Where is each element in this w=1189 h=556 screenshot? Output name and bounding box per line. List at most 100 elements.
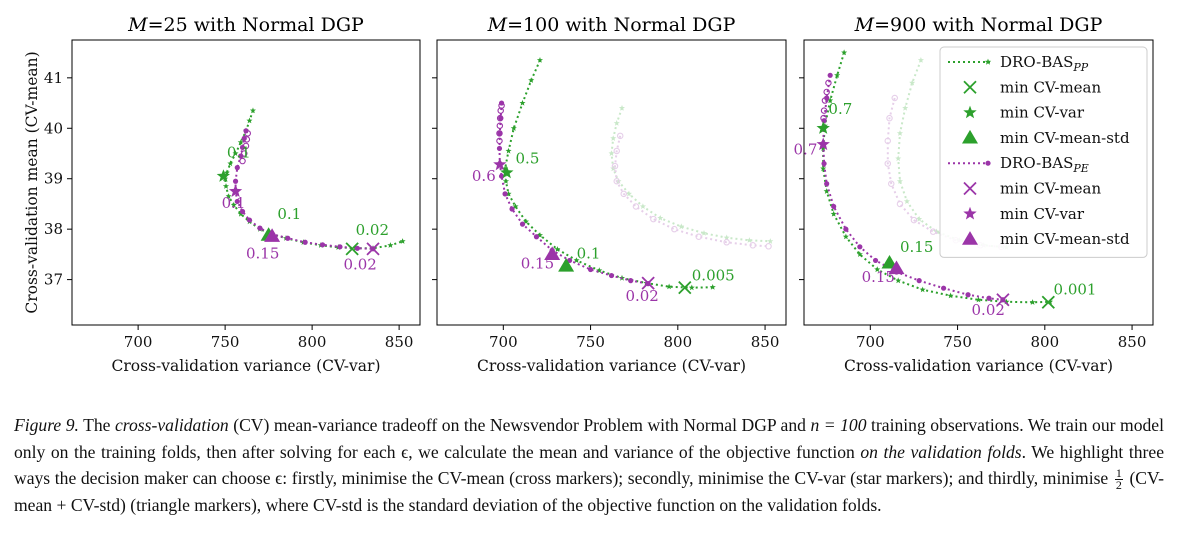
epsilon-label: 0.15: [521, 255, 554, 273]
series-point: [285, 235, 291, 241]
y-tick-label: 37: [44, 271, 63, 289]
legend-label-text: min CV-var: [1000, 205, 1085, 223]
series-point: [536, 57, 543, 63]
legend-label: min CV-mean: [1000, 180, 1101, 198]
series-point: [821, 122, 828, 129]
series-point: [502, 178, 509, 184]
series-point: [820, 145, 827, 151]
epsilon-label: 0.15: [900, 238, 933, 256]
caption-text: (CV) mean-variance tradeoff on the Newsv…: [228, 415, 811, 435]
series-point: [239, 157, 246, 165]
legend-label: min CV-mean-std: [1000, 129, 1130, 147]
series-point: [891, 94, 898, 102]
y-tick-label: 38: [44, 220, 63, 238]
series-point: [225, 193, 232, 199]
legend-label: min CV-mean: [1000, 78, 1101, 96]
caption-text: (CV-mean + CV-std) (triangle markers), w…: [14, 468, 1164, 515]
legend-entry: DRO-BASPE: [948, 154, 1089, 175]
series-point: [666, 283, 673, 290]
series-point: [678, 223, 685, 230]
legend-marker: [963, 181, 977, 196]
y-tick-label: 41: [44, 69, 63, 87]
series-point: [573, 257, 580, 263]
series-point: [615, 178, 622, 184]
highlight-x-pp: [678, 281, 692, 295]
series-line: [897, 59, 1007, 249]
series-point: [965, 292, 971, 298]
legend-label-text: min CV-mean-std: [1000, 129, 1130, 147]
series-point: [625, 190, 632, 197]
series-point: [857, 244, 863, 250]
series-point: [354, 245, 360, 251]
series-point: [872, 257, 879, 264]
series-point: [830, 210, 837, 217]
series-point: [902, 104, 909, 111]
panel-title: M=25 with Normal DGP: [127, 14, 364, 36]
series-point: [237, 210, 244, 217]
series-point: [302, 239, 308, 245]
legend-entry: DRO-BASPP: [948, 53, 1089, 74]
series-point: [820, 165, 827, 172]
y-axis-label: Cross-validation mean (CV-mean): [23, 51, 41, 313]
legend-entry: min CV-mean-std: [962, 230, 1130, 248]
series-point: [827, 97, 834, 104]
fraction-numerator: 1: [1114, 466, 1123, 481]
legend-marker: [984, 58, 992, 65]
legend: DRO-BASPP min CV-mean min CV-var min CV-mea…: [939, 46, 1148, 258]
series-dro-bas-pe: [232, 128, 376, 252]
epsilon-label: 0.1: [577, 244, 601, 262]
series-point: [222, 183, 229, 189]
series-point: [941, 285, 947, 291]
series-point: [241, 150, 248, 157]
series-dro-bas-pp-faded: [608, 104, 774, 244]
series-point: [399, 238, 406, 244]
series-point: [496, 122, 504, 130]
series-point: [657, 214, 664, 221]
highlight-x-pp: [1041, 295, 1055, 309]
series-point: [232, 178, 239, 184]
legend-label-text: min CV-var: [1000, 104, 1085, 122]
highlight-star-pp: [816, 121, 830, 134]
series-point: [246, 117, 253, 124]
epsilon-label: 0.02: [972, 301, 1005, 319]
series-point: [387, 242, 394, 248]
series-point: [820, 107, 828, 114]
series-point: [909, 79, 916, 86]
series-point: [319, 242, 326, 248]
x-tick-label: 750: [211, 333, 240, 351]
series-point: [896, 200, 904, 208]
x-tick-label: 750: [576, 333, 605, 351]
x-tick-label: 850: [1118, 333, 1147, 351]
series-point: [337, 244, 343, 250]
series-point: [886, 114, 893, 122]
highlight-triangle-pe: [544, 246, 561, 260]
highlight-triangle-pp: [881, 254, 898, 269]
series-point: [929, 228, 937, 235]
x-tick-label: 800: [663, 333, 692, 351]
series-point: [834, 72, 841, 78]
series-point: [249, 107, 256, 114]
series-point: [874, 266, 881, 273]
y-tick-label: 39: [44, 170, 63, 188]
series-dro-bas-pe-arc: [820, 79, 832, 122]
series-point: [827, 72, 833, 78]
series-point: [1029, 299, 1036, 305]
series-line: [234, 130, 374, 250]
figure-9: M=25 with Normal DGP0.10.10.10.150.020.0…: [23, 14, 1154, 375]
highlight-x-pe-stroke-b: [641, 276, 655, 290]
series-point: [610, 135, 617, 141]
epsilon-label: 0.7: [794, 141, 818, 159]
series-point: [528, 77, 535, 83]
epsilon-label: 0.7: [828, 100, 852, 118]
series-point: [821, 160, 827, 167]
series-point: [232, 150, 239, 157]
series-point: [746, 237, 753, 243]
legend-label-subscript: PE: [1072, 162, 1088, 175]
series-point: [505, 147, 512, 154]
title-text: =900 with Normal DGP: [874, 14, 1102, 36]
series-point: [884, 137, 892, 145]
highlight-x-pe: [641, 276, 655, 290]
highlight-x-pe: [996, 293, 1010, 307]
epsilon-label: 0.6: [472, 167, 496, 185]
series-point: [536, 232, 543, 238]
